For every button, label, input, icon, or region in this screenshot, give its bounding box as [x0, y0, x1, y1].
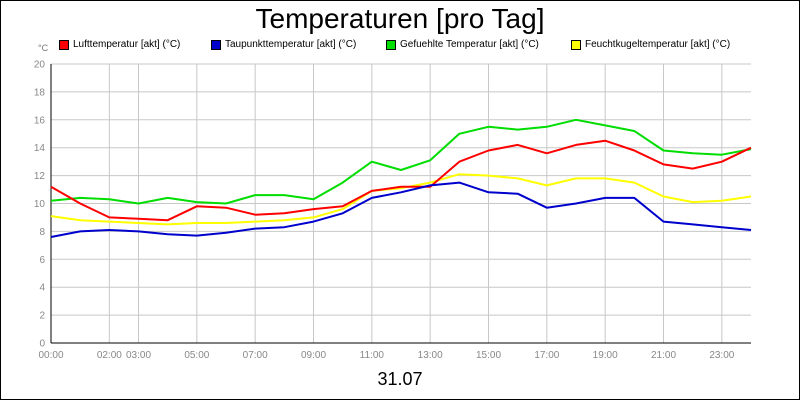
x-tick-label: 11:00 [360, 350, 385, 361]
y-tick-label: 6 [39, 255, 45, 266]
legend-swatch-taupunkttemperatur [211, 39, 221, 50]
x-tick-label: 02:00 [97, 350, 122, 361]
legend-item-feuchtkugeltemperatur: Feuchtkugeltemperatur [akt] (°C) [571, 39, 730, 50]
x-tick-label: 19:00 [593, 350, 618, 361]
y-tick-label: 10 [34, 199, 46, 210]
y-tick-label: 16 [34, 115, 46, 126]
x-tick-label: 17:00 [534, 350, 559, 361]
y-tick-label: 2 [39, 311, 45, 322]
y-tick-label: 12 [34, 171, 46, 182]
x-tick-label: 07:00 [243, 350, 268, 361]
x-tick-label: 00:00 [38, 350, 63, 361]
x-tick-label: 21:00 [651, 350, 676, 361]
legend-label-feuchtkugeltemperatur: Feuchtkugeltemperatur [akt] (°C) [585, 39, 731, 50]
legend-item-taupunkttemperatur: Taupunkttemperatur [akt] (°C) [211, 39, 356, 50]
x-tick-label: 13:00 [418, 350, 443, 361]
y-axis-unit-label: °C [38, 43, 49, 53]
series-line-taupunkttemperatur [50, 181, 752, 238]
legend-swatch-lufttemperatur [59, 39, 69, 50]
x-tick-label: 05:00 [184, 350, 209, 361]
series-line-gefuehlte-temperatur [50, 118, 752, 205]
x-tick-label: 09:00 [301, 350, 326, 361]
y-tick-label: 8 [39, 227, 45, 238]
chart-title: Temperaturen [pro Tag] [255, 3, 545, 34]
legend-item-lufttemperatur: Lufttemperatur [akt] (°C) [59, 39, 180, 50]
x-tick-label: 03:00 [126, 350, 151, 361]
y-tick-label: 20 [34, 60, 46, 71]
series-line-feuchtkugeltemperatur [50, 173, 752, 226]
y-tick-label: 14 [34, 143, 46, 154]
legend-swatch-gefuehlte-temperatur [386, 39, 396, 50]
legend-item-gefuehlte-temperatur: Gefuehlte Temperatur [akt] (°C) [386, 39, 539, 50]
x-tick-label: 23:00 [709, 350, 734, 361]
legend-swatch-feuchtkugeltemperatur [571, 39, 581, 50]
x-tick-label: 15:00 [476, 350, 501, 361]
series-line-lufttemperatur [50, 139, 752, 222]
y-tick-label: 18 [34, 87, 46, 98]
legend-label-lufttemperatur: Lufttemperatur [akt] (°C) [73, 39, 181, 50]
legend-label-gefuehlte-temperatur: Gefuehlte Temperatur [akt] (°C) [400, 39, 539, 50]
legend-label-taupunkttemperatur: Taupunkttemperatur [akt] (°C) [225, 39, 357, 50]
y-tick-label: 0 [39, 339, 45, 350]
y-tick-label: 4 [39, 283, 45, 294]
x-axis-date-label: 31.07 [377, 369, 423, 389]
